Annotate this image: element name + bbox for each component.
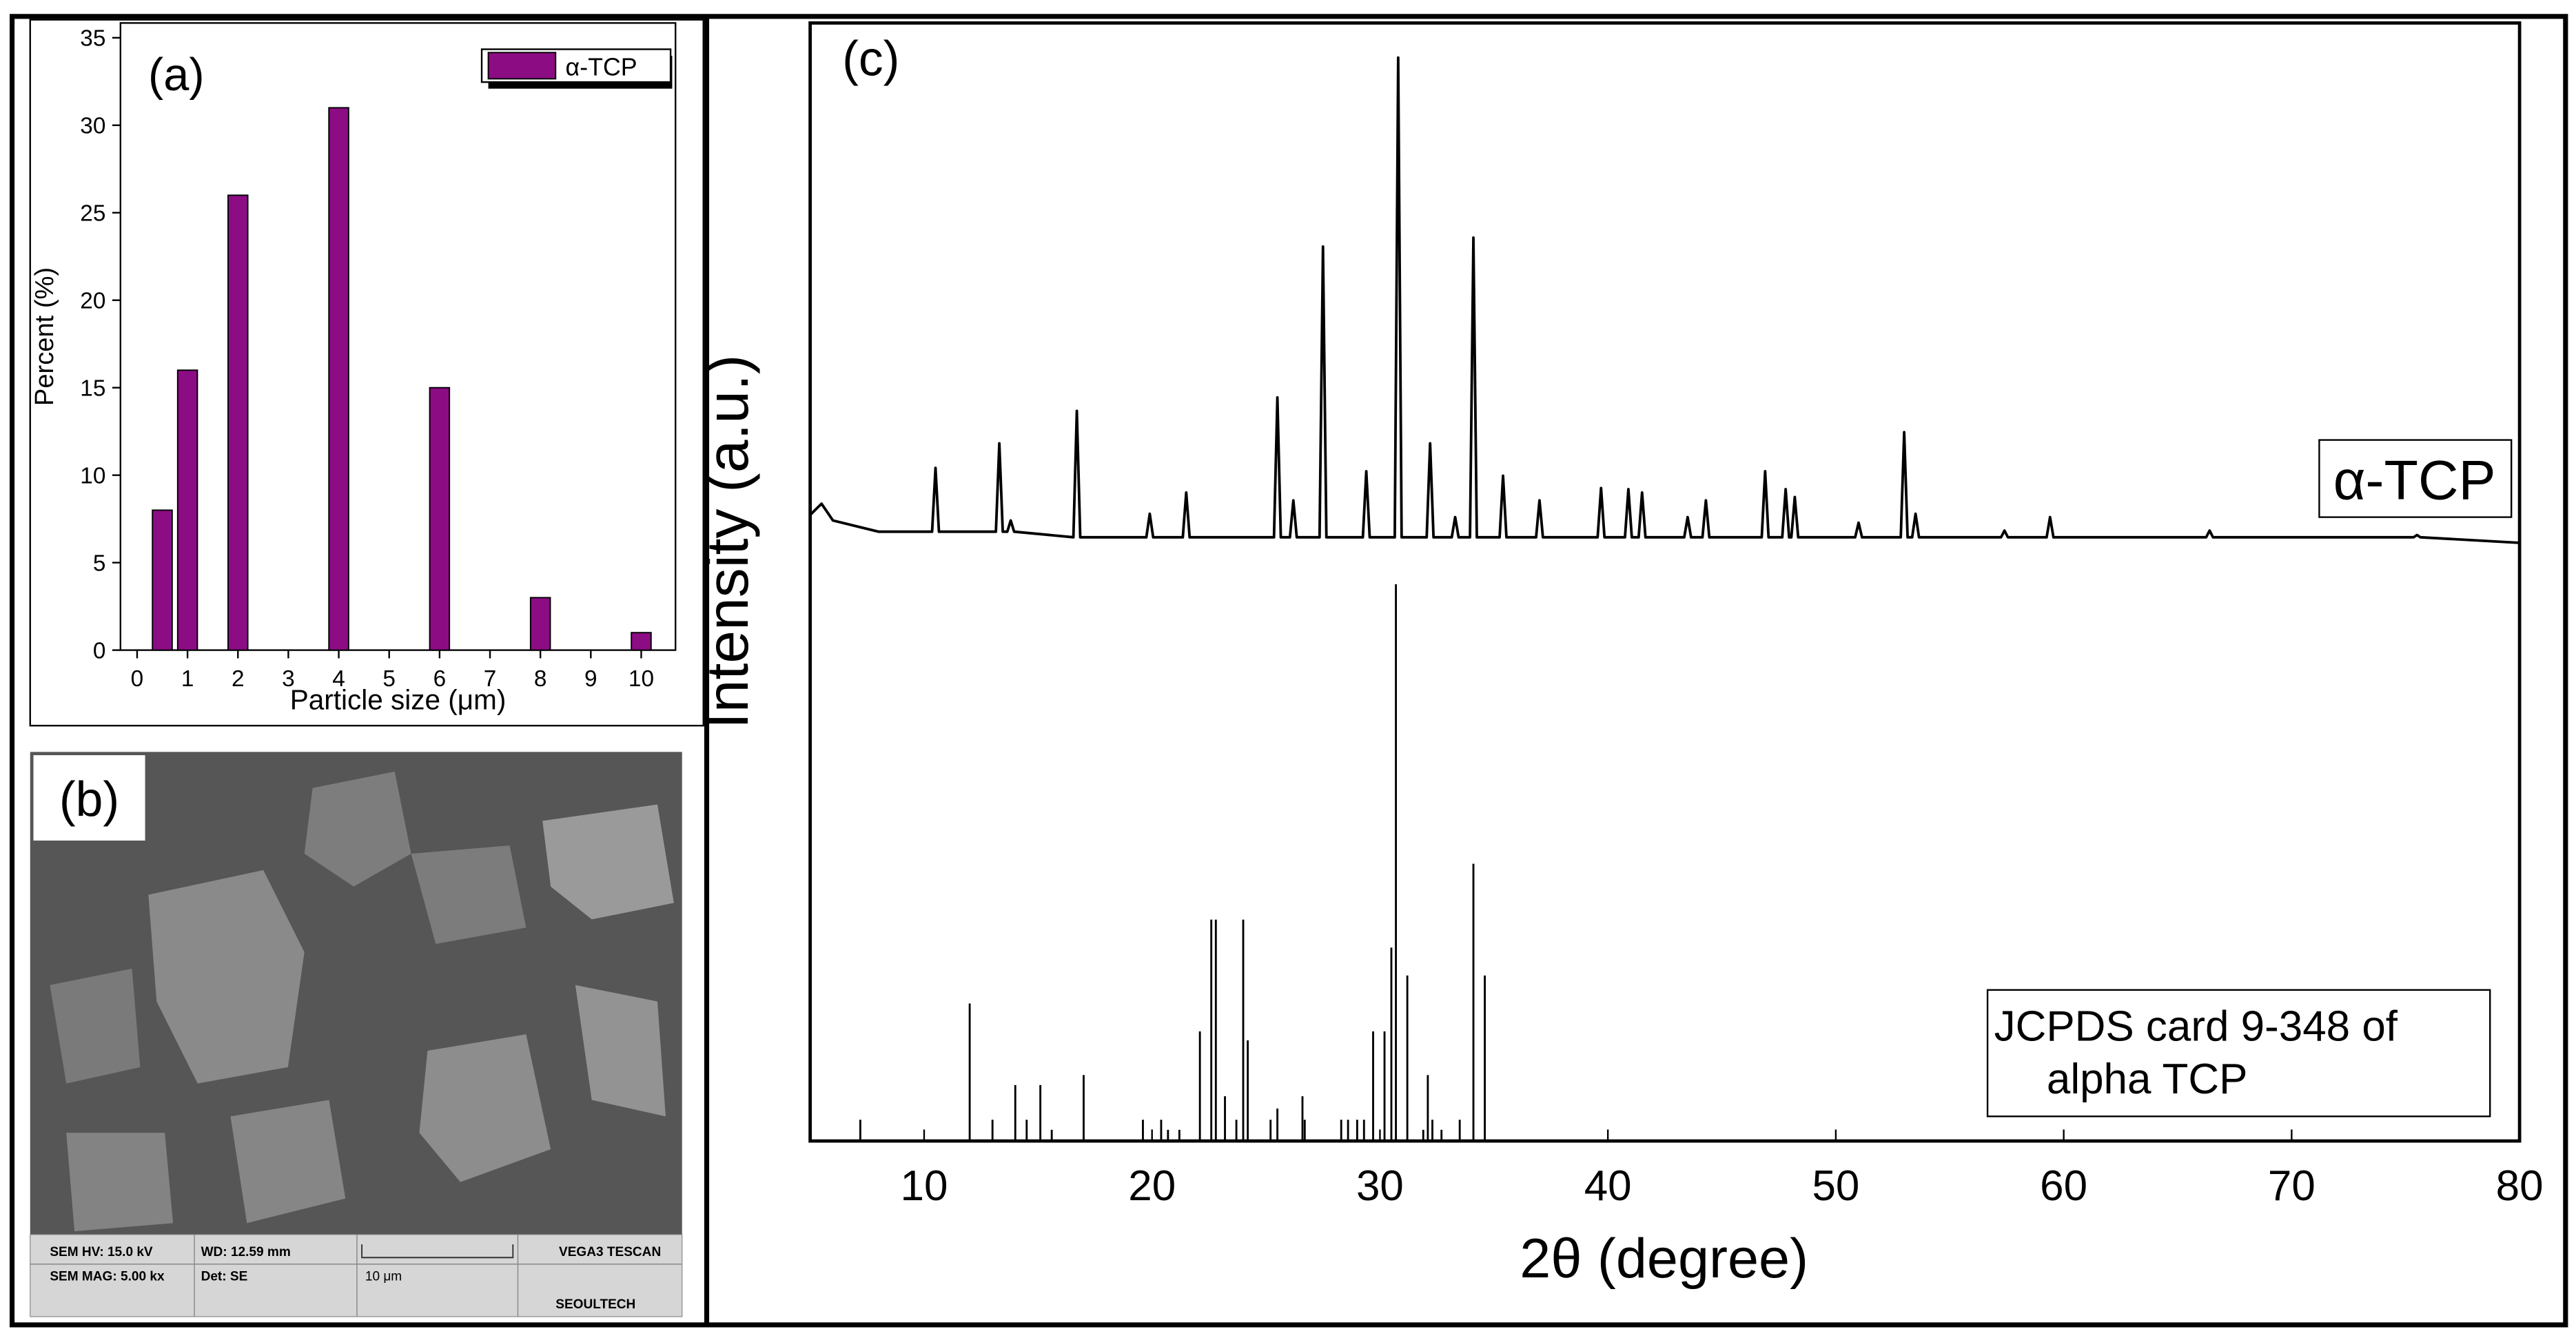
grain bbox=[411, 845, 527, 945]
y-tick-label: 35 bbox=[80, 25, 105, 51]
info-text: SEM MAG: 5.00 kx bbox=[50, 1270, 165, 1284]
x-tick-label: 60 bbox=[2040, 1162, 2087, 1210]
x-tick-label: 8 bbox=[534, 666, 547, 692]
info-text: Det: SE bbox=[201, 1270, 248, 1284]
x-axis-label: 2θ (degree) bbox=[1520, 1228, 1808, 1290]
series-label: JCPDS card 9-348 of alpha TCP bbox=[1994, 1001, 2398, 1104]
x-tick-label: 7 bbox=[484, 666, 497, 692]
grain bbox=[148, 869, 305, 1084]
bar bbox=[529, 597, 551, 651]
info-text: SEOULTECH bbox=[555, 1297, 635, 1312]
plot-frame bbox=[119, 22, 677, 651]
label-box: JCPDS card 9-348 of alpha TCP bbox=[1994, 1001, 2398, 1104]
x-tick-label: 4 bbox=[332, 666, 345, 692]
bar bbox=[429, 387, 451, 651]
sem-image: (b) SEM HV: 15.0 kV WD: 12.59 mm VEGA3 T… bbox=[30, 752, 683, 1317]
grain bbox=[575, 985, 666, 1117]
grain bbox=[50, 968, 141, 1084]
scale-bar bbox=[361, 1244, 514, 1259]
y-tick-label: 5 bbox=[93, 550, 106, 576]
x-tick-label: 10 bbox=[901, 1162, 948, 1210]
legend-label: α-TCP bbox=[566, 54, 637, 81]
x-tick-label: 5 bbox=[382, 666, 396, 692]
x-tick-label: 6 bbox=[433, 666, 447, 692]
info-text: SEM HV: 15.0 kV bbox=[50, 1245, 153, 1259]
xrd-trace bbox=[809, 56, 2520, 544]
x-tick-label: 80 bbox=[2496, 1162, 2544, 1210]
info-bar bbox=[30, 1234, 683, 1317]
y-axis-label: Intensity (a.u.) bbox=[695, 355, 761, 729]
outer-frame bbox=[9, 14, 2568, 1328]
bar bbox=[631, 632, 652, 651]
y-tick-label: 10 bbox=[80, 463, 105, 488]
x-tick-label: 40 bbox=[1584, 1162, 1632, 1210]
grain bbox=[304, 771, 411, 887]
y-tick-label: 30 bbox=[80, 113, 105, 138]
x-tick-label: 30 bbox=[1356, 1162, 1404, 1210]
bar bbox=[176, 369, 198, 651]
info-text: VEGA3 TESCAN bbox=[559, 1245, 661, 1259]
bar bbox=[328, 107, 349, 651]
panel-label: (b) bbox=[59, 772, 119, 827]
x-tick-label: 1 bbox=[181, 666, 194, 692]
grain bbox=[419, 1034, 551, 1182]
panel-label-box bbox=[33, 755, 145, 841]
panel-label: (a) bbox=[148, 50, 205, 101]
panel-label: (c) bbox=[842, 32, 899, 87]
y-axis-label: Percent (%) bbox=[30, 267, 59, 406]
x-tick-label: 3 bbox=[282, 666, 295, 692]
x-tick-label: 0 bbox=[131, 666, 144, 692]
grain bbox=[230, 1100, 346, 1224]
x-tick-label: 9 bbox=[584, 666, 597, 692]
x-axis-label: Particle size (μm) bbox=[290, 683, 507, 715]
x-tick-label: 2 bbox=[232, 666, 245, 692]
plot-frame bbox=[808, 21, 2522, 1143]
bar bbox=[227, 194, 249, 651]
panel-a-frame bbox=[29, 19, 704, 727]
legend-swatch bbox=[487, 52, 557, 80]
grain bbox=[66, 1133, 174, 1232]
y-tick-label: 0 bbox=[93, 638, 106, 663]
label-border bbox=[2318, 439, 2513, 518]
x-tick-label: 20 bbox=[1128, 1162, 1176, 1210]
info-text: WD: 12.59 mm bbox=[201, 1245, 291, 1259]
series-label: α-TCP bbox=[2333, 449, 2496, 511]
x-tick-label: 50 bbox=[1812, 1162, 1859, 1210]
label-border bbox=[1986, 989, 2491, 1118]
grain bbox=[542, 804, 674, 920]
y-tick-label: 20 bbox=[80, 288, 105, 313]
y-tick-label: 25 bbox=[80, 200, 105, 226]
x-tick-label: 10 bbox=[628, 666, 654, 692]
y-tick-label: 15 bbox=[80, 375, 105, 401]
info-text: 10 μm bbox=[365, 1270, 402, 1284]
bar bbox=[152, 509, 173, 651]
x-tick-label: 70 bbox=[2268, 1162, 2316, 1210]
